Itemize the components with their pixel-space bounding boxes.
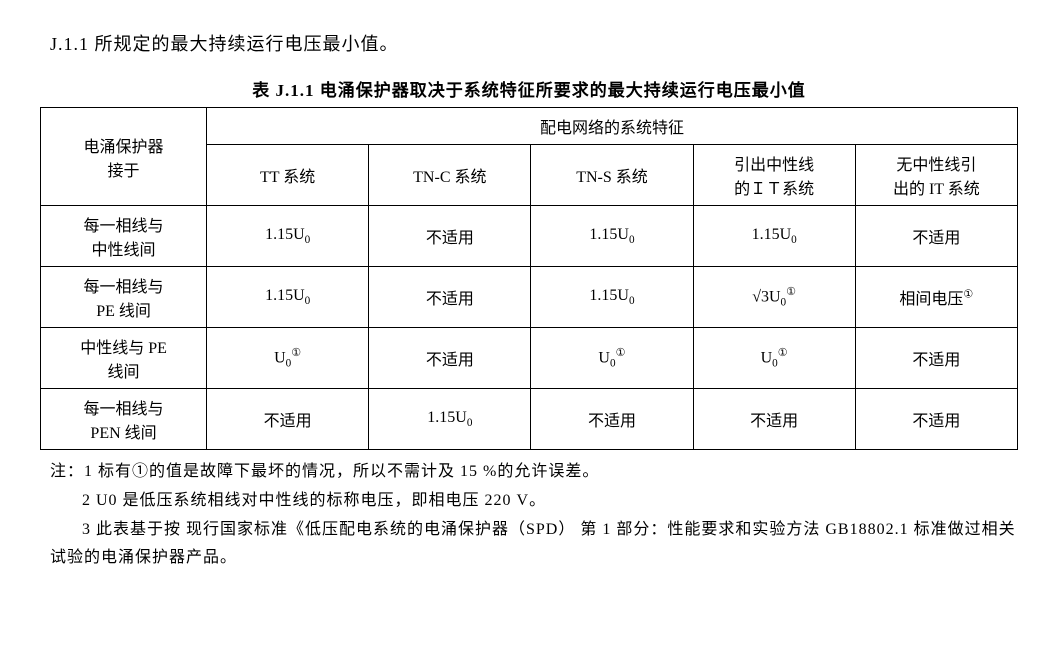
header-system-features: 配电网络的系统特征 [207, 108, 1018, 145]
cell: 1.15U0 [369, 389, 531, 450]
cell: U0① [693, 328, 855, 389]
cell: 1.15U0 [207, 267, 369, 328]
row-label: 中性线与 PE线间 [41, 328, 207, 389]
cell: 不适用 [855, 328, 1017, 389]
cell: 1.15U0 [531, 206, 693, 267]
table-row: 中性线与 PE线间 U0① 不适用 U0① U0① 不适用 [41, 328, 1018, 389]
cell: 不适用 [855, 389, 1017, 450]
cell: √3U0① [693, 267, 855, 328]
col-tnc: TN-C 系统 [369, 145, 531, 206]
cell: 不适用 [207, 389, 369, 450]
table-body: 每一相线与中性线间 1.15U0 不适用 1.15U0 1.15U0 不适用 每… [41, 206, 1018, 450]
cell: U0① [207, 328, 369, 389]
cell: 1.15U0 [531, 267, 693, 328]
table-notes: 注：1 标有①的值是故障下最坏的情况，所以不需计及 15 %的允许误差。 2 U… [50, 458, 1018, 573]
row-label: 每一相线与PEN 线间 [41, 389, 207, 450]
note-2: 2 U0 是低压系统相线对中性线的标称电压，即相电压 220 V。 [50, 487, 1018, 516]
cell: 不适用 [855, 206, 1017, 267]
table-title: 表 J.1.1 电涌保护器取决于系统特征所要求的最大持续运行电压最小值 [40, 76, 1018, 101]
cell: 1.15U0 [693, 206, 855, 267]
cell: 相间电压① [855, 267, 1017, 328]
col-it-nn: 无中性线引出的 IT 系统 [855, 145, 1017, 206]
table-row: 每一相线与PE 线间 1.15U0 不适用 1.15U0 √3U0① 相间电压① [41, 267, 1018, 328]
note-3: 3 此表基于按 现行国家标准《低压配电系统的电涌保护器（SPD） 第 1 部分：… [50, 516, 1018, 574]
intro-text: J.1.1 所规定的最大持续运行电压最小值。 [50, 30, 1018, 56]
cell: 1.15U0 [207, 206, 369, 267]
note-1: 注：1 标有①的值是故障下最坏的情况，所以不需计及 15 %的允许误差。 [50, 458, 1018, 487]
cell: 不适用 [369, 206, 531, 267]
col-it-n: 引出中性线的ＩＴ系统 [693, 145, 855, 206]
cell: 不适用 [693, 389, 855, 450]
table-row: 每一相线与PEN 线间 不适用 1.15U0 不适用 不适用 不适用 [41, 389, 1018, 450]
row-label: 每一相线与中性线间 [41, 206, 207, 267]
table-row: 每一相线与中性线间 1.15U0 不适用 1.15U0 1.15U0 不适用 [41, 206, 1018, 267]
header-connected-to: 电涌保护器接于 [41, 108, 207, 206]
col-tt: TT 系统 [207, 145, 369, 206]
table-header-row1: 电涌保护器接于 配电网络的系统特征 [41, 108, 1018, 145]
cell: 不适用 [531, 389, 693, 450]
spd-voltage-table: 电涌保护器接于 配电网络的系统特征 TT 系统 TN-C 系统 TN-S 系统 … [40, 107, 1018, 450]
row-label: 每一相线与PE 线间 [41, 267, 207, 328]
col-tns: TN-S 系统 [531, 145, 693, 206]
cell: U0① [531, 328, 693, 389]
cell: 不适用 [369, 267, 531, 328]
cell: 不适用 [369, 328, 531, 389]
